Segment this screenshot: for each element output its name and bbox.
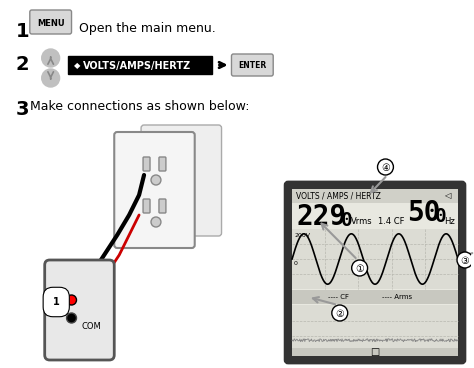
Text: ---- Arms: ---- Arms: [383, 294, 412, 300]
Circle shape: [352, 260, 367, 276]
FancyBboxPatch shape: [231, 54, 273, 76]
Text: 3: 3: [16, 100, 29, 119]
Text: 1: 1: [16, 22, 29, 41]
Circle shape: [151, 217, 161, 227]
FancyBboxPatch shape: [159, 199, 166, 213]
Text: 1: 1: [53, 297, 60, 307]
FancyBboxPatch shape: [292, 290, 458, 304]
FancyBboxPatch shape: [143, 199, 150, 213]
Circle shape: [332, 305, 348, 321]
Text: 0: 0: [294, 261, 298, 266]
Circle shape: [377, 159, 393, 175]
FancyBboxPatch shape: [141, 125, 221, 236]
FancyBboxPatch shape: [285, 182, 465, 363]
FancyBboxPatch shape: [114, 132, 195, 248]
Circle shape: [42, 49, 60, 67]
Text: 50: 50: [407, 199, 441, 227]
FancyBboxPatch shape: [143, 157, 150, 171]
Text: 0: 0: [435, 208, 447, 226]
Text: ③: ③: [461, 256, 469, 266]
Text: 0: 0: [341, 212, 353, 230]
Circle shape: [66, 295, 76, 305]
Text: 200V: 200V: [294, 233, 310, 238]
FancyBboxPatch shape: [68, 56, 211, 74]
Text: ②: ②: [336, 309, 344, 319]
Circle shape: [151, 175, 161, 185]
Circle shape: [42, 69, 60, 87]
Text: 1.4 CF: 1.4 CF: [377, 216, 404, 226]
FancyBboxPatch shape: [292, 305, 458, 352]
Circle shape: [457, 252, 473, 268]
FancyBboxPatch shape: [292, 229, 458, 289]
FancyBboxPatch shape: [292, 189, 458, 356]
FancyBboxPatch shape: [292, 189, 458, 203]
FancyBboxPatch shape: [292, 348, 458, 356]
Text: Make connections as shown below:: Make connections as shown below:: [30, 100, 249, 113]
Text: 229: 229: [296, 203, 346, 231]
FancyBboxPatch shape: [45, 260, 114, 360]
Text: COM: COM: [82, 322, 101, 331]
Text: □: □: [370, 347, 380, 357]
Text: Open the main menu.: Open the main menu.: [80, 22, 216, 35]
FancyBboxPatch shape: [159, 157, 166, 171]
FancyBboxPatch shape: [30, 10, 72, 34]
Text: ◆: ◆: [73, 61, 80, 71]
Text: VOLTS/AMPS/HERTZ: VOLTS/AMPS/HERTZ: [83, 61, 191, 71]
Text: Hz: Hz: [444, 216, 455, 226]
Text: MENU: MENU: [37, 18, 64, 28]
Text: VOLTS / AMPS / HERTZ: VOLTS / AMPS / HERTZ: [296, 191, 381, 201]
Text: 2: 2: [16, 55, 29, 74]
Text: ◁: ◁: [444, 191, 450, 201]
Text: ④: ④: [381, 163, 390, 173]
Circle shape: [66, 313, 76, 323]
Text: ①: ①: [355, 264, 364, 274]
Text: ---- CF: ---- CF: [328, 294, 349, 300]
Text: ENTER: ENTER: [238, 61, 266, 71]
Text: Vrms: Vrms: [351, 216, 372, 226]
